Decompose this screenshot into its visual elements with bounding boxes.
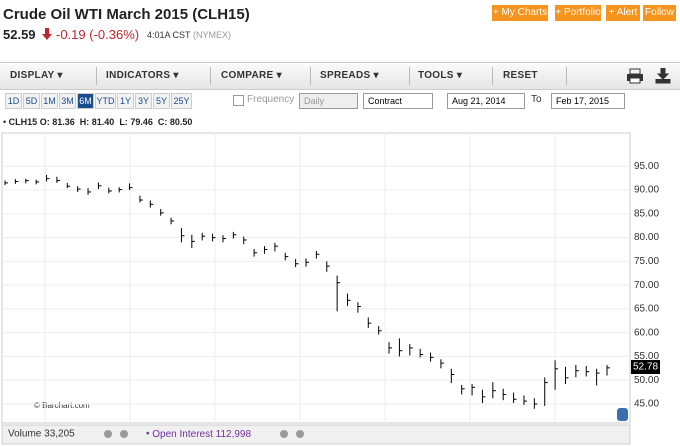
high: 81.40 [91, 117, 115, 127]
title: Crude Oil WTI March 2015 (CLH15) [3, 6, 250, 23]
contract-select[interactable]: Contract [363, 93, 433, 109]
select-value: Daily [304, 96, 325, 106]
low: 79.46 [130, 117, 153, 127]
follow-button[interactable]: Follow [643, 5, 676, 21]
period-button[interactable]: 3M [59, 93, 76, 109]
menu-label: DISPLAY [10, 70, 55, 81]
date-value: Feb 17, 2015 [556, 96, 610, 106]
close-icon[interactable] [120, 430, 128, 438]
menu-item[interactable]: COMPARE ▾ [221, 70, 282, 81]
scroll-button[interactable] [617, 408, 628, 421]
y-tick-label: 65.00 [634, 304, 659, 315]
y-tick-label: 90.00 [634, 185, 659, 196]
close-label: C: [157, 117, 168, 127]
frequency-select[interactable]: Daily [299, 93, 358, 109]
last-price-box [631, 359, 660, 374]
my-charts-button[interactable]: + My Charts [492, 5, 548, 21]
y-tick-label: 70.00 [634, 280, 659, 291]
menu-bar: DISPLAY ▾ INDICATORS ▾ COMPARE ▾ SPREADS… [0, 62, 680, 90]
print-icon[interactable] [626, 68, 644, 84]
y-tick-label: 75.00 [634, 256, 659, 267]
period-button[interactable]: 1D [5, 93, 22, 109]
y-tick-label: 45.00 [634, 399, 659, 410]
time: 4:01A CST [147, 30, 191, 40]
separator [409, 67, 410, 85]
period-button[interactable]: 5D [23, 93, 40, 109]
period-button[interactable]: YTD [95, 93, 116, 109]
close-icon[interactable] [296, 430, 304, 438]
close: 80.50 [169, 117, 193, 127]
y-tick-label: 55.00 [634, 351, 659, 362]
separator [96, 67, 97, 85]
plot-frame [1, 132, 631, 424]
down-arrow [42, 28, 52, 40]
menu-item[interactable]: INDICATORS ▾ [106, 70, 179, 81]
menu-item[interactable]: SPREADS ▾ [320, 70, 379, 81]
menu-label: COMPARE [221, 70, 274, 81]
menu-item[interactable]: DISPLAY ▾ [10, 70, 63, 81]
period-button[interactable]: 6M [77, 93, 94, 109]
period-button[interactable]: 1M [41, 93, 58, 109]
download-icon[interactable] [655, 68, 671, 84]
menu-label: INDICATORS [106, 70, 171, 81]
open: 81.36 [52, 117, 75, 127]
exchange: (NYMEX) [193, 30, 231, 40]
period-button[interactable]: 3Y [135, 93, 152, 109]
open-interest: • Open Interest 112,998 [146, 429, 251, 440]
volume: Volume 33,205 [8, 429, 75, 440]
to-date[interactable]: Feb 17, 2015 [551, 93, 625, 109]
portfolio-button[interactable]: + Portfolio [555, 5, 601, 21]
menu-item[interactable]: TOOLS ▾ [418, 70, 463, 81]
y-tick-label: 95.00 [634, 161, 659, 172]
price: 52.59 [3, 27, 36, 42]
separator [492, 67, 493, 85]
alert-button[interactable]: + Alert [606, 5, 640, 21]
low-label: L: [119, 117, 128, 127]
y-tick-label: 80.00 [634, 232, 659, 243]
y-tick-label: 50.00 [634, 375, 659, 386]
menu-label: TOOLS [418, 70, 454, 81]
high-label: H: [79, 117, 90, 127]
menu-label: SPREADS [320, 70, 371, 81]
frequency-label: Frequency [247, 94, 295, 105]
separator [210, 67, 211, 85]
date-value: Aug 21, 2014 [452, 96, 506, 106]
footer-bar [1, 424, 631, 445]
open-interest-label: Open Interest 112,998 [152, 429, 251, 440]
to-label: To [531, 94, 542, 105]
period-button[interactable]: 25Y [171, 93, 192, 109]
separator [310, 67, 311, 85]
settings-icon[interactable] [104, 430, 112, 438]
change: -0.19 (-0.36%) [56, 27, 140, 42]
last-price-label: 52.78 [633, 362, 658, 373]
frequency-checkbox[interactable] [233, 95, 244, 106]
ohlc-line: • CLH15 O: 81.36 H: 81.40 L: 79.46 C: 80… [3, 117, 193, 127]
watermark: © Barchart.com [34, 401, 90, 410]
period-button[interactable]: 5Y [153, 93, 170, 109]
separator [566, 67, 567, 85]
y-tick-label: 60.00 [634, 327, 659, 338]
settings-icon[interactable] [280, 430, 288, 438]
from-date[interactable]: Aug 21, 2014 [447, 93, 525, 109]
y-tick-label: 85.00 [634, 208, 659, 219]
open-label: O: [39, 117, 50, 127]
select-value: Contract [368, 96, 403, 106]
menu-item[interactable]: RESET [503, 70, 538, 81]
period-button[interactable]: 1Y [117, 93, 134, 109]
symbol: CLH15 [8, 117, 38, 127]
